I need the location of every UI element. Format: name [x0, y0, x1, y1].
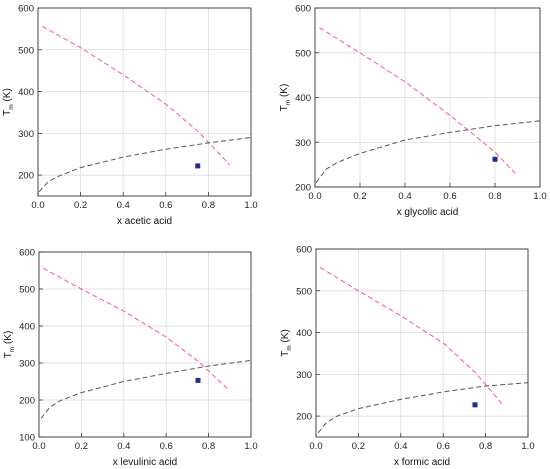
y-axis-label: Tm (K): [2, 88, 15, 116]
series-line: [319, 27, 518, 177]
y-tick-label: 200: [296, 412, 312, 423]
y-axis-label-main: T: [280, 351, 291, 357]
x-tick-label: 0.2: [74, 200, 87, 211]
chart-panel: 0.0 0.2 0.4 0.6 0.8 1.0 200 300 400 500 600 x aceti…: [2, 4, 258, 228]
x-tick-label: 0.2: [352, 441, 365, 452]
y-tick-label: 500: [18, 45, 34, 56]
x-tick-label: 0.8: [479, 441, 492, 452]
y-tick-label: 200: [295, 183, 311, 194]
y-tick-label: 600: [295, 4, 311, 15]
y-tick-label: 400: [296, 328, 312, 339]
x-tick-label: 1.0: [533, 191, 546, 202]
y-axis-label-main: T: [3, 352, 14, 358]
x-tick-label: 0.8: [488, 191, 501, 202]
y-tick-label: 600: [19, 248, 35, 259]
x-axis-label: x glycolic acid: [397, 207, 459, 218]
x-tick-label: 0.0: [32, 441, 45, 452]
x-tick-label: 0.6: [443, 191, 456, 202]
x-tick-label: 1.0: [244, 200, 257, 211]
series-line: [317, 382, 529, 434]
y-axis-label-subscript: m: [286, 345, 293, 350]
y-tick-label: 200: [19, 396, 35, 407]
x-tick-label: 1.0: [244, 441, 257, 452]
y-axis-label-main: T: [279, 105, 290, 111]
x-tick-label: 0.6: [159, 200, 172, 211]
y-tick-label: 500: [19, 285, 35, 296]
x-axis-label: x acetic acid: [117, 216, 172, 227]
y-tick-label: 400: [19, 322, 35, 333]
x-tick-label: 0.4: [394, 441, 407, 452]
x-axis-label: x formic acid: [394, 457, 450, 468]
y-tick-label: 300: [296, 370, 312, 381]
data-point-marker: [195, 163, 201, 169]
y-axis-label: Tm (K): [280, 329, 293, 357]
y-tick-label: 600: [296, 245, 312, 256]
y-tick-label: 300: [18, 129, 34, 140]
x-tick-label: 0.0: [309, 441, 322, 452]
y-axis-label-unit: (K): [3, 331, 14, 347]
series-line: [319, 266, 503, 405]
series-line: [315, 120, 541, 183]
y-tick-label: 500: [296, 286, 312, 297]
plot-frame: [37, 7, 252, 197]
y-tick-label: 200: [18, 171, 34, 182]
y-tick-label: 100: [19, 433, 35, 444]
y-axis-label-main: T: [2, 110, 13, 116]
x-tick-label: 0.6: [160, 441, 173, 452]
x-tick-label: 0.0: [308, 191, 321, 202]
x-tick-label: 0.6: [437, 441, 450, 452]
series-line: [42, 25, 231, 166]
y-tick-label: 400: [18, 87, 34, 98]
x-tick-label: 0.0: [31, 200, 44, 211]
chart-panel: 0.0 0.2 0.4 0.6 0.8 1.0 100 200 300 400 500 600 x le…: [3, 248, 258, 469]
y-tick-label: 500: [295, 48, 311, 59]
chart-panel: 0.0 0.2 0.4 0.6 0.8 1.0 200 300 400 500 600 x formi…: [280, 245, 535, 469]
y-axis-label: Tm (K): [279, 84, 292, 112]
x-tick-label: 0.4: [398, 191, 411, 202]
series-line: [38, 137, 252, 193]
x-tick-label: 0.4: [117, 441, 130, 452]
series-line: [40, 359, 252, 419]
y-axis-label-unit: (K): [280, 329, 291, 345]
data-point-marker: [492, 156, 498, 162]
y-axis-label-subscript: m: [8, 104, 15, 109]
x-tick-label: 0.4: [117, 200, 130, 211]
plot-frame: [315, 248, 529, 438]
y-axis-label-subscript: m: [285, 100, 292, 105]
x-axis-label: x levulinic acid: [113, 457, 177, 468]
y-tick-label: 600: [18, 4, 34, 15]
x-tick-label: 1.0: [521, 441, 534, 452]
y-axis-label: Tm (K): [3, 331, 16, 359]
chart-panel: 0.0 0.2 0.4 0.6 0.8 1.0 200 300 400 500 600 x glyco…: [279, 4, 547, 219]
x-tick-label: 0.8: [202, 441, 215, 452]
x-tick-label: 0.2: [353, 191, 366, 202]
x-tick-label: 0.8: [202, 200, 215, 211]
plot-frame: [38, 251, 252, 438]
data-point-marker: [195, 377, 201, 383]
data-point-marker: [472, 402, 478, 408]
y-tick-label: 300: [295, 138, 311, 149]
y-axis-label-unit: (K): [2, 88, 13, 104]
x-tick-label: 0.2: [75, 441, 88, 452]
y-tick-label: 300: [19, 359, 35, 370]
y-axis-label-unit: (K): [279, 84, 290, 100]
y-tick-label: 400: [295, 93, 311, 104]
series-line: [42, 267, 231, 392]
y-axis-label-subscript: m: [9, 347, 16, 352]
